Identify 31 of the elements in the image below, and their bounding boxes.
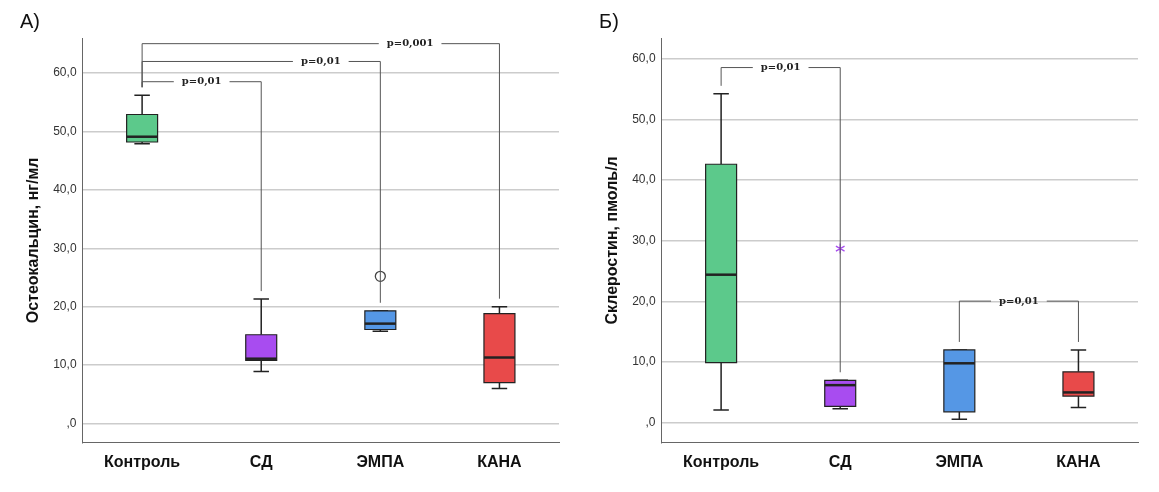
y-tick-label: 50,0 xyxy=(632,111,656,126)
y-tick-label: 20,0 xyxy=(632,293,656,308)
x-tick-label: Контроль xyxy=(104,452,181,470)
y-axis-title: Склеростин, пмоль/л xyxy=(603,156,621,325)
y-axis-title: Остеокальцин, нг/мл xyxy=(24,157,42,324)
annotation: p=0,01 xyxy=(300,55,341,68)
annotation: p=0,001 xyxy=(386,37,434,50)
y-tick-label: ,0 xyxy=(66,415,77,430)
chart-title: Б) xyxy=(599,9,619,32)
y-tick-label: 40,0 xyxy=(53,182,77,197)
y-tick-label: 30,0 xyxy=(53,240,77,255)
annotation: p=0,01 xyxy=(181,75,222,88)
y-tick-label: 10,0 xyxy=(632,354,656,369)
y-tick-label: 60,0 xyxy=(632,50,656,65)
chart-title: А) xyxy=(20,9,40,32)
y-tick-label: 50,0 xyxy=(53,123,77,138)
x-tick-label: Контроль xyxy=(683,452,760,470)
y-tick-label: ,0 xyxy=(645,415,656,430)
y-tick-label: 30,0 xyxy=(632,233,656,248)
annotation: p=0,01 xyxy=(760,61,801,74)
x-tick-label: КАНА xyxy=(1056,452,1102,470)
annotation: p=0,01 xyxy=(999,294,1039,307)
x-tick-label: КАНА xyxy=(477,452,523,470)
y-tick-label: 10,0 xyxy=(53,357,77,372)
x-tick-label: СД xyxy=(249,452,274,470)
x-tick-label: ЭМПА xyxy=(935,452,984,470)
y-tick-label: 60,0 xyxy=(53,65,77,80)
y-tick-label: 40,0 xyxy=(632,172,656,187)
y-tick-label: 20,0 xyxy=(53,299,77,314)
x-tick-label: ЭМПА xyxy=(356,452,405,470)
x-tick-label: СД xyxy=(828,452,853,470)
